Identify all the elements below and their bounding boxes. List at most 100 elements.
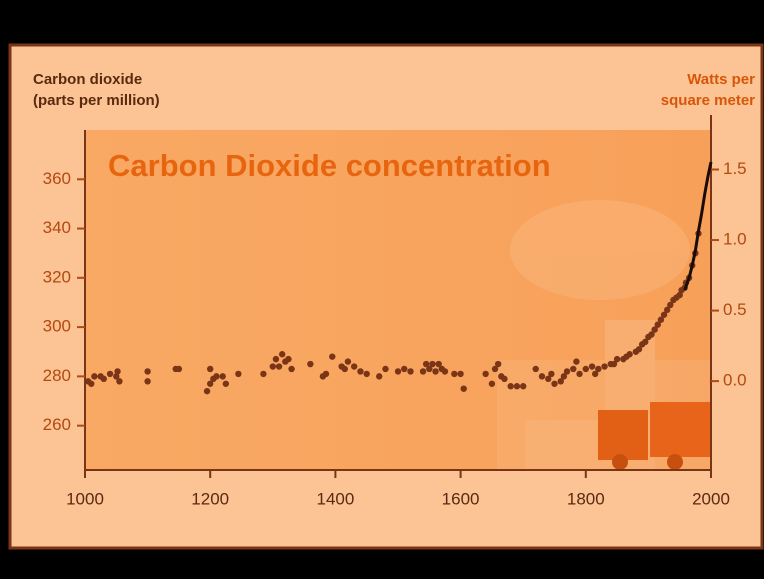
data-point	[91, 373, 98, 380]
data-point	[557, 378, 564, 385]
data-point	[482, 370, 489, 378]
data-point	[307, 360, 314, 368]
x-tick-label: 1600	[442, 489, 480, 508]
data-point	[382, 365, 389, 373]
data-point	[663, 306, 671, 314]
chart-title: Carbon Dioxide concentration	[108, 148, 551, 183]
data-point	[203, 387, 211, 395]
data-point	[322, 370, 330, 378]
data-point	[432, 368, 439, 375]
data-point	[144, 378, 151, 385]
building	[525, 420, 605, 470]
data-point	[532, 365, 539, 373]
data-point	[435, 360, 442, 368]
data-point	[560, 373, 568, 380]
x-tick-label: 1200	[191, 489, 229, 508]
data-point	[88, 380, 95, 387]
data-point	[144, 368, 151, 375]
y-tick-label: 320	[43, 267, 71, 286]
data-point	[275, 363, 283, 370]
data-point	[288, 365, 295, 373]
x-tick-label: 2000	[692, 489, 730, 508]
wheel	[667, 454, 683, 470]
data-point	[329, 353, 336, 360]
data-point	[260, 370, 267, 378]
data-point	[660, 311, 668, 318]
data-point	[426, 365, 433, 373]
y-axis-label: (parts per million)	[33, 92, 160, 109]
data-point	[113, 373, 120, 380]
data-point	[219, 373, 226, 380]
y-tick-label: 280	[43, 366, 71, 385]
data-point	[588, 363, 596, 370]
data-point	[235, 370, 242, 378]
data-point	[573, 358, 580, 365]
data-point	[520, 383, 527, 390]
data-point	[545, 375, 552, 383]
data-point	[676, 291, 683, 299]
data-point	[563, 368, 571, 375]
y-tick-label: 260	[43, 415, 71, 434]
data-point	[460, 385, 467, 392]
x-tick-label: 1800	[567, 489, 605, 508]
data-point	[441, 368, 449, 375]
data-point	[376, 373, 383, 380]
data-point	[582, 365, 589, 373]
data-point	[285, 355, 292, 363]
y2-tick-label: 1.5	[723, 159, 747, 178]
data-point	[654, 321, 661, 328]
data-point	[422, 360, 430, 368]
data-point	[595, 365, 602, 373]
data-point	[501, 375, 508, 383]
data-point	[407, 368, 414, 375]
data-point	[610, 360, 618, 368]
data-point	[613, 355, 621, 363]
data-point	[570, 365, 577, 373]
data-point	[419, 368, 427, 375]
data-point	[635, 346, 643, 353]
data-point	[350, 363, 358, 370]
data-point	[601, 363, 608, 370]
x-tick-label: 1000	[66, 489, 104, 508]
data-point	[488, 380, 496, 387]
y2-tick-label: 1.0	[723, 230, 747, 249]
data-point	[213, 373, 220, 380]
data-point	[667, 301, 674, 309]
data-point	[491, 365, 499, 373]
truck-body	[650, 402, 711, 457]
data-point	[651, 326, 658, 333]
y-tick-label: 300	[43, 317, 71, 336]
y2-axis-label: square meter	[661, 92, 755, 109]
y-tick-label: 340	[43, 218, 71, 237]
data-point	[576, 370, 583, 378]
data-point	[657, 316, 665, 323]
data-point	[114, 368, 121, 375]
y2-tick-label: 0.0	[723, 371, 747, 390]
data-point	[341, 365, 348, 373]
data-line	[683, 161, 713, 291]
data-point	[626, 351, 633, 358]
data-point	[538, 373, 546, 380]
data-point	[116, 378, 123, 385]
wheel	[612, 454, 628, 470]
x-tick-label: 1400	[316, 489, 354, 508]
truck-cab	[598, 410, 648, 460]
y-tick-label: 360	[43, 169, 71, 188]
data-point	[457, 370, 464, 378]
data-point	[207, 365, 214, 373]
data-point	[513, 383, 521, 390]
data-point	[207, 380, 214, 387]
truck	[598, 402, 711, 470]
data-point	[278, 351, 286, 358]
data-point	[648, 331, 655, 338]
data-point	[451, 370, 458, 378]
y-axis-label: Carbon dioxide	[33, 71, 142, 88]
data-point	[394, 368, 402, 375]
data-point	[222, 380, 230, 387]
data-point	[363, 370, 370, 378]
data-point	[357, 368, 364, 375]
data-point	[272, 355, 280, 363]
data-point	[548, 370, 555, 378]
data-point	[494, 360, 502, 368]
